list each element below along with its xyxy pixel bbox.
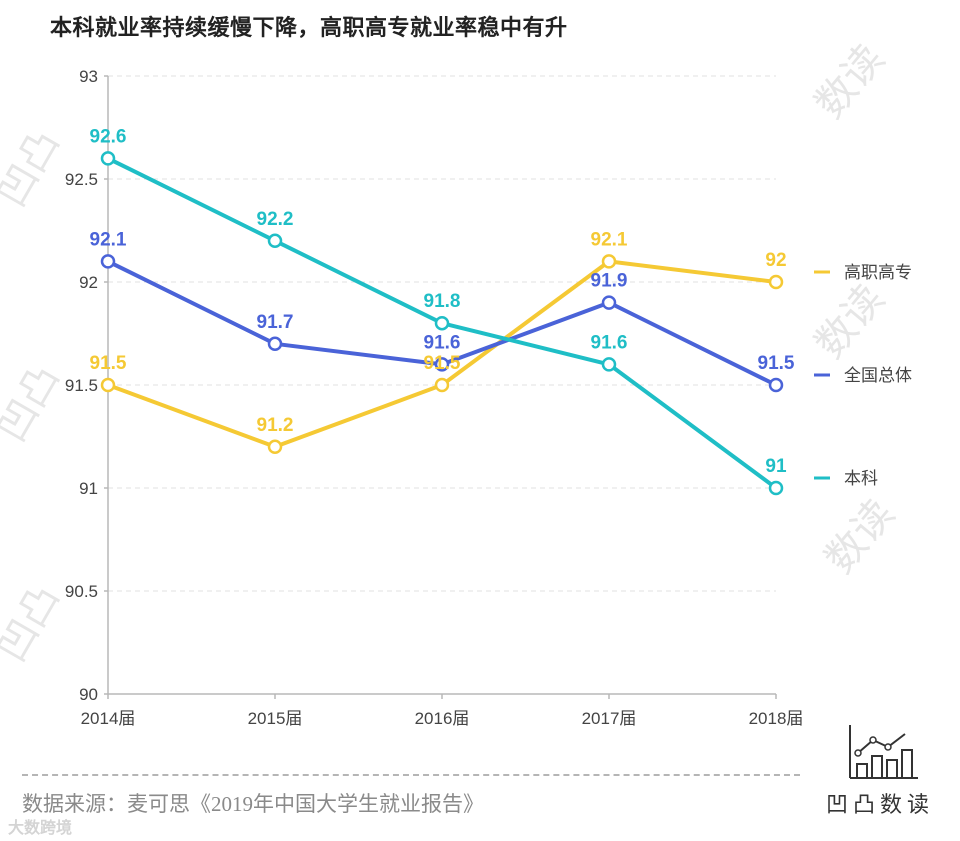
data-point xyxy=(434,377,450,393)
data-point xyxy=(267,233,283,249)
x-tick-label: 2016届 xyxy=(415,709,470,728)
brand-name: 凹凸数读 xyxy=(826,792,935,817)
data-point xyxy=(601,357,617,372)
watermark-text: 凹凸 xyxy=(0,357,69,449)
y-tick-label: 93 xyxy=(79,67,98,86)
data-label: 91 xyxy=(765,456,787,477)
footer-divider xyxy=(22,774,800,776)
page-title: 本科就业率持续缓慢下降，高职高专就业率稳中有升 xyxy=(50,15,568,40)
data-point xyxy=(601,254,617,269)
data-label: 92 xyxy=(765,250,786,271)
data-point xyxy=(768,274,784,290)
y-tick-label: 90 xyxy=(79,685,98,704)
legend-label: 全国总体 xyxy=(844,366,912,385)
y-tick-label: 91.5 xyxy=(65,376,98,395)
data-label: 91.7 xyxy=(257,312,294,333)
data-point xyxy=(100,151,116,166)
legend-label: 本科 xyxy=(844,469,878,488)
y-tick-label: 92 xyxy=(79,273,98,292)
data-label: 91.8 xyxy=(424,291,461,312)
x-tick-label: 2015届 xyxy=(248,709,303,728)
legend-label: 高职高专 xyxy=(844,263,912,282)
watermark-text: 数读 xyxy=(807,36,894,127)
corner-watermark: 大数跨境 xyxy=(8,820,73,837)
y-tick-label: 90.5 xyxy=(65,582,98,601)
data-label: 91.2 xyxy=(257,415,294,436)
data-label: 91.6 xyxy=(591,332,628,353)
data-point xyxy=(100,254,116,269)
x-tick-label: 2017届 xyxy=(582,709,637,728)
data-label: 91.5 xyxy=(758,353,795,374)
watermark-text: 数读 xyxy=(817,491,904,582)
data-point xyxy=(768,480,784,496)
data-point xyxy=(434,315,450,331)
data-point xyxy=(267,439,283,455)
data-point xyxy=(100,377,116,393)
brand-logo-icon xyxy=(849,725,918,779)
axis-layer: 90 90.5 91 91.5 92 92.5 93 2014届 2015届 2016届 2017届… xyxy=(65,67,804,728)
y-tick-label: 92.5 xyxy=(65,170,98,189)
data-point xyxy=(434,357,450,372)
x-tick-label: 2014届 xyxy=(81,709,136,728)
x-tick-label: 2018届 xyxy=(749,709,804,728)
watermark-text: 数读 xyxy=(807,276,894,367)
data-label: 91.5 xyxy=(90,353,127,374)
data-label: 92.1 xyxy=(90,229,127,250)
data-point xyxy=(601,295,617,310)
data-label: 91.5 xyxy=(424,353,461,374)
source-note: 数据来源：麦可思《2019年中国大学生就业报告》 xyxy=(22,792,484,816)
series-layer: 91.5 91.2 91.5 92.1 92 92.1 91.7 91.6 91.9 91.5 92… xyxy=(90,126,795,496)
watermark-text: 凹凸 xyxy=(0,577,69,669)
data-label: 91.9 xyxy=(591,271,628,292)
data-label: 92.6 xyxy=(90,126,127,147)
data-label: 92.1 xyxy=(591,229,628,250)
data-point xyxy=(768,377,784,393)
data-point xyxy=(267,336,283,352)
data-label: 91.6 xyxy=(424,332,461,353)
data-label: 92.2 xyxy=(257,209,294,230)
y-tick-label: 91 xyxy=(79,479,98,498)
watermark-text: 凹凸 xyxy=(0,122,69,214)
